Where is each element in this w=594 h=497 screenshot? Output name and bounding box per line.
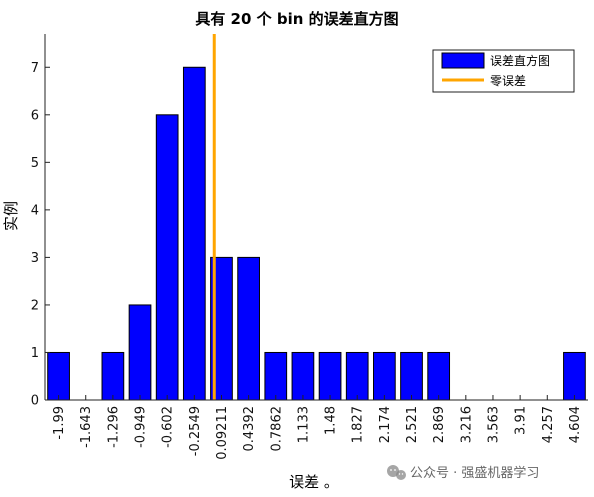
x-tick-label: 4.604 xyxy=(568,406,583,443)
x-tick-label: 3.563 xyxy=(486,406,501,443)
histogram-bar xyxy=(237,256,260,401)
histogram-bar xyxy=(373,351,396,401)
x-tick-label: -1.99 xyxy=(52,406,67,440)
x-tick-label: 2.174 xyxy=(378,406,393,443)
histogram-bar xyxy=(345,351,369,401)
watermark-text: 公众号 · 强盛机器学习 xyxy=(410,465,539,481)
wechat-icon xyxy=(387,465,406,480)
histogram-bar xyxy=(128,304,152,401)
legend: 误差直方图 零误差 xyxy=(432,49,575,93)
y-tick-label: 6 xyxy=(31,108,39,123)
x-tick-label: 4.257 xyxy=(541,406,556,443)
y-axis-label: 实例 xyxy=(2,201,20,231)
chart-title: 具有 20 个 bin 的误差直方图 xyxy=(195,10,398,28)
x-tick-label: 0.4392 xyxy=(242,406,257,452)
histogram-bar xyxy=(318,351,342,401)
x-tick-label: 2.521 xyxy=(405,406,420,443)
y-tick-label: 4 xyxy=(31,203,39,218)
y-tick-label: 7 xyxy=(31,61,39,76)
histogram-bar xyxy=(101,351,125,401)
x-tick-label: -1.296 xyxy=(106,406,121,448)
x-tick-label: -0.2549 xyxy=(188,406,203,456)
x-tick-label: 0.09211 xyxy=(215,406,230,460)
x-tick-label: 2.869 xyxy=(432,406,447,443)
x-tick-label: -1.643 xyxy=(79,406,94,448)
x-ticks-group: -1.99 -1.643 -1.296 -0.949 -0.602 -0.2549 0.09… xyxy=(52,395,583,460)
histogram-bar xyxy=(264,351,288,401)
watermark: 公众号 · 强盛机器学习 xyxy=(387,465,539,481)
histogram-bar xyxy=(291,351,315,401)
bars-group xyxy=(47,66,586,401)
y-ticks-group: 0 1 2 3 4 5 6 7 xyxy=(31,61,50,409)
legend-zero-line-label: 零误差 xyxy=(490,74,526,88)
x-tick-label: -0.949 xyxy=(134,406,149,448)
x-tick-label: 1.48 xyxy=(324,406,339,435)
histogram-bar xyxy=(47,351,70,401)
y-tick-label: 3 xyxy=(31,251,39,266)
x-tick-label: 0.7862 xyxy=(269,406,284,452)
histogram-bar xyxy=(155,114,179,401)
x-tick-label: 3.216 xyxy=(459,406,474,443)
y-tick-label: 5 xyxy=(31,156,39,171)
y-tick-label: 1 xyxy=(31,346,39,361)
y-tick-label: 0 xyxy=(31,394,39,409)
x-tick-label: 1.133 xyxy=(296,406,311,443)
legend-bar-label: 误差直方图 xyxy=(490,53,550,68)
histogram-bar xyxy=(427,351,451,401)
histogram-bar xyxy=(563,351,586,401)
legend-bar-swatch xyxy=(441,52,485,69)
histogram-bar xyxy=(400,351,423,401)
histogram-bar xyxy=(182,66,206,401)
x-tick-label: 1.827 xyxy=(351,406,366,443)
x-tick-label: -0.602 xyxy=(161,406,176,448)
x-tick-label: 3.91 xyxy=(514,406,529,435)
x-axis-label: 误差 。 xyxy=(289,473,339,491)
y-tick-label: 2 xyxy=(31,298,39,313)
